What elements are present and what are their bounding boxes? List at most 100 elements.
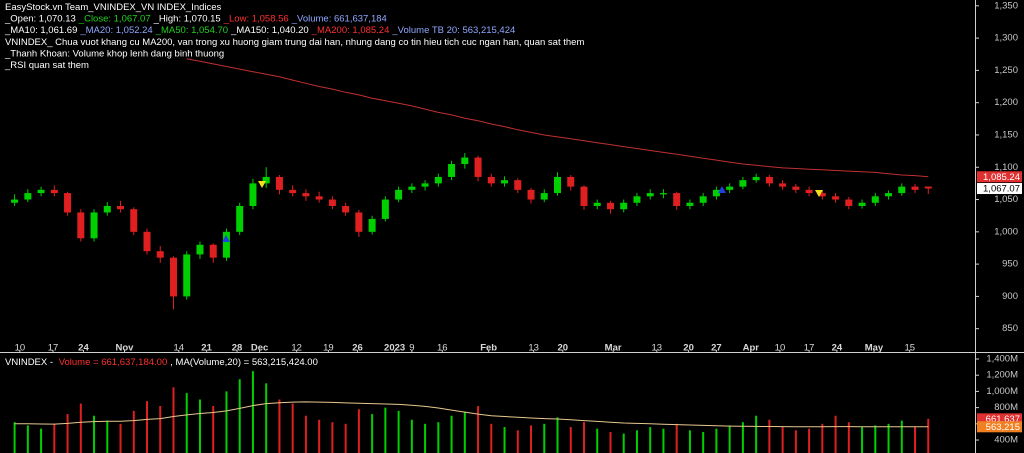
y-tick-label: 850 bbox=[1002, 323, 1018, 334]
volume-bar bbox=[424, 423, 427, 453]
y-tick-label: 1,200M bbox=[986, 370, 1018, 381]
legend-line: EasyStock.vn Team_VNINDEX_VN INDEX_Indic… bbox=[5, 2, 222, 13]
candle-body bbox=[580, 186, 588, 206]
volume-bar bbox=[291, 403, 294, 453]
candle-body bbox=[752, 176, 760, 181]
legend-item: _MA10: 1,061.69 bbox=[4, 25, 77, 36]
y-tick-label: 950 bbox=[1002, 259, 1018, 270]
candle-body bbox=[620, 202, 628, 210]
candle-body bbox=[50, 189, 58, 194]
candle-body bbox=[275, 176, 283, 190]
x-tick-label: Nov bbox=[116, 343, 135, 354]
y-tick-label: 1,150 bbox=[994, 129, 1018, 140]
candle-body bbox=[514, 180, 522, 190]
candle-body bbox=[818, 193, 826, 197]
volume-bar bbox=[40, 428, 43, 453]
x-tick-label: May bbox=[865, 343, 884, 354]
legend-item: , MA(Volume,20) = 563,215,424.00 bbox=[170, 357, 318, 368]
volume-bar bbox=[635, 430, 638, 453]
legend-line: VNINDEX_ Chua vuot khang cu MA200, van t… bbox=[5, 36, 584, 47]
candle-body bbox=[368, 218, 376, 232]
legend-item: _High: 1,070.15 bbox=[153, 13, 221, 24]
volume-bar bbox=[808, 428, 811, 453]
legend-line: _MA10: 1,061.69 _MA20: 1,052.24 _MA50: 1,0… bbox=[4, 25, 515, 36]
x-tick-label: 14 bbox=[174, 343, 185, 354]
sell-signal bbox=[258, 181, 266, 188]
candle-body bbox=[222, 231, 230, 258]
candle-body bbox=[236, 205, 244, 232]
candle-body bbox=[421, 183, 429, 187]
volume-bar bbox=[212, 405, 215, 453]
candle-body bbox=[474, 157, 482, 177]
x-tick-label: 12 bbox=[291, 343, 302, 354]
price-badge bbox=[977, 183, 1022, 195]
x-tick-label: 10 bbox=[775, 343, 786, 354]
volume-bar bbox=[887, 423, 890, 453]
candle-body bbox=[633, 196, 641, 203]
volume-bar bbox=[596, 428, 599, 453]
volume-ma-line bbox=[14, 401, 929, 428]
x-tick-label: 9 bbox=[409, 343, 414, 354]
volume-bar bbox=[397, 410, 400, 453]
buy-signal bbox=[718, 186, 726, 193]
volume-bar bbox=[662, 428, 665, 453]
legend-item: _Open: 1,070.13 bbox=[4, 13, 76, 24]
candle-body bbox=[209, 244, 217, 258]
x-tick-label: 13 bbox=[652, 343, 663, 354]
candle-body bbox=[249, 183, 257, 206]
volume-bar bbox=[26, 425, 29, 453]
candle-body bbox=[328, 199, 336, 206]
volume-bar bbox=[516, 430, 519, 453]
volume-bar bbox=[728, 425, 731, 453]
candle-body bbox=[11, 199, 19, 203]
x-tick-label: Feb bbox=[480, 343, 497, 354]
x-tick-label: 2023 bbox=[384, 343, 405, 354]
legend-line: _RSI quan sat them bbox=[4, 60, 89, 71]
volume-bar bbox=[344, 423, 347, 453]
legend-line: VNINDEX - Volume = 661,637,184.00, MA(Vo… bbox=[5, 357, 318, 368]
x-tick-label: Mar bbox=[605, 343, 622, 354]
candle-body bbox=[395, 189, 403, 200]
candle-body bbox=[871, 196, 879, 203]
ma200-line bbox=[186, 58, 929, 178]
legend-line: _Thanh Khoan: Volume khop lenh dang binh… bbox=[4, 48, 224, 59]
volume-bar bbox=[741, 422, 744, 453]
volume-bar bbox=[582, 422, 585, 453]
candle-body bbox=[183, 254, 191, 297]
volume-bar bbox=[715, 428, 718, 453]
volume-bar bbox=[543, 423, 546, 453]
candle-body bbox=[726, 186, 734, 190]
volume-bar bbox=[225, 391, 228, 453]
volume-bar bbox=[821, 423, 824, 453]
candle-body bbox=[712, 189, 720, 197]
legend-item: _Volume TB 20: 563,215,424 bbox=[391, 25, 515, 36]
candle-body bbox=[911, 186, 919, 190]
candle-body bbox=[792, 186, 800, 190]
price-badge bbox=[977, 413, 1022, 425]
candle-body bbox=[686, 202, 694, 206]
candle-body bbox=[64, 193, 72, 213]
y-tick-label: 1,200 bbox=[994, 97, 1018, 108]
x-tick-label: 16 bbox=[437, 343, 448, 354]
x-tick-label: 20 bbox=[683, 343, 694, 354]
candle-body bbox=[143, 231, 151, 252]
x-tick-label: 19 bbox=[323, 343, 334, 354]
candle-body bbox=[673, 193, 681, 206]
candle-body bbox=[845, 199, 853, 206]
candle-body bbox=[554, 176, 562, 194]
candle-body bbox=[434, 176, 442, 184]
volume-bar bbox=[490, 423, 493, 453]
legend-item: _Volume: 661,637,184 bbox=[291, 13, 387, 24]
candle-body bbox=[501, 180, 509, 184]
y-tick-label: 1,400M bbox=[986, 354, 1018, 365]
volume-bar bbox=[13, 422, 16, 453]
volume-bar bbox=[198, 399, 201, 453]
volume-bar bbox=[927, 418, 930, 453]
candle-body bbox=[898, 186, 906, 194]
legend-item: _MA150: 1,040.20 bbox=[230, 25, 309, 36]
candle-body bbox=[196, 244, 204, 255]
volume-bar bbox=[238, 379, 241, 453]
candle-body bbox=[540, 193, 548, 200]
legend-item: VNINDEX_ Chua vuot khang cu MA200, van t… bbox=[5, 36, 584, 47]
candle-body bbox=[885, 193, 893, 197]
